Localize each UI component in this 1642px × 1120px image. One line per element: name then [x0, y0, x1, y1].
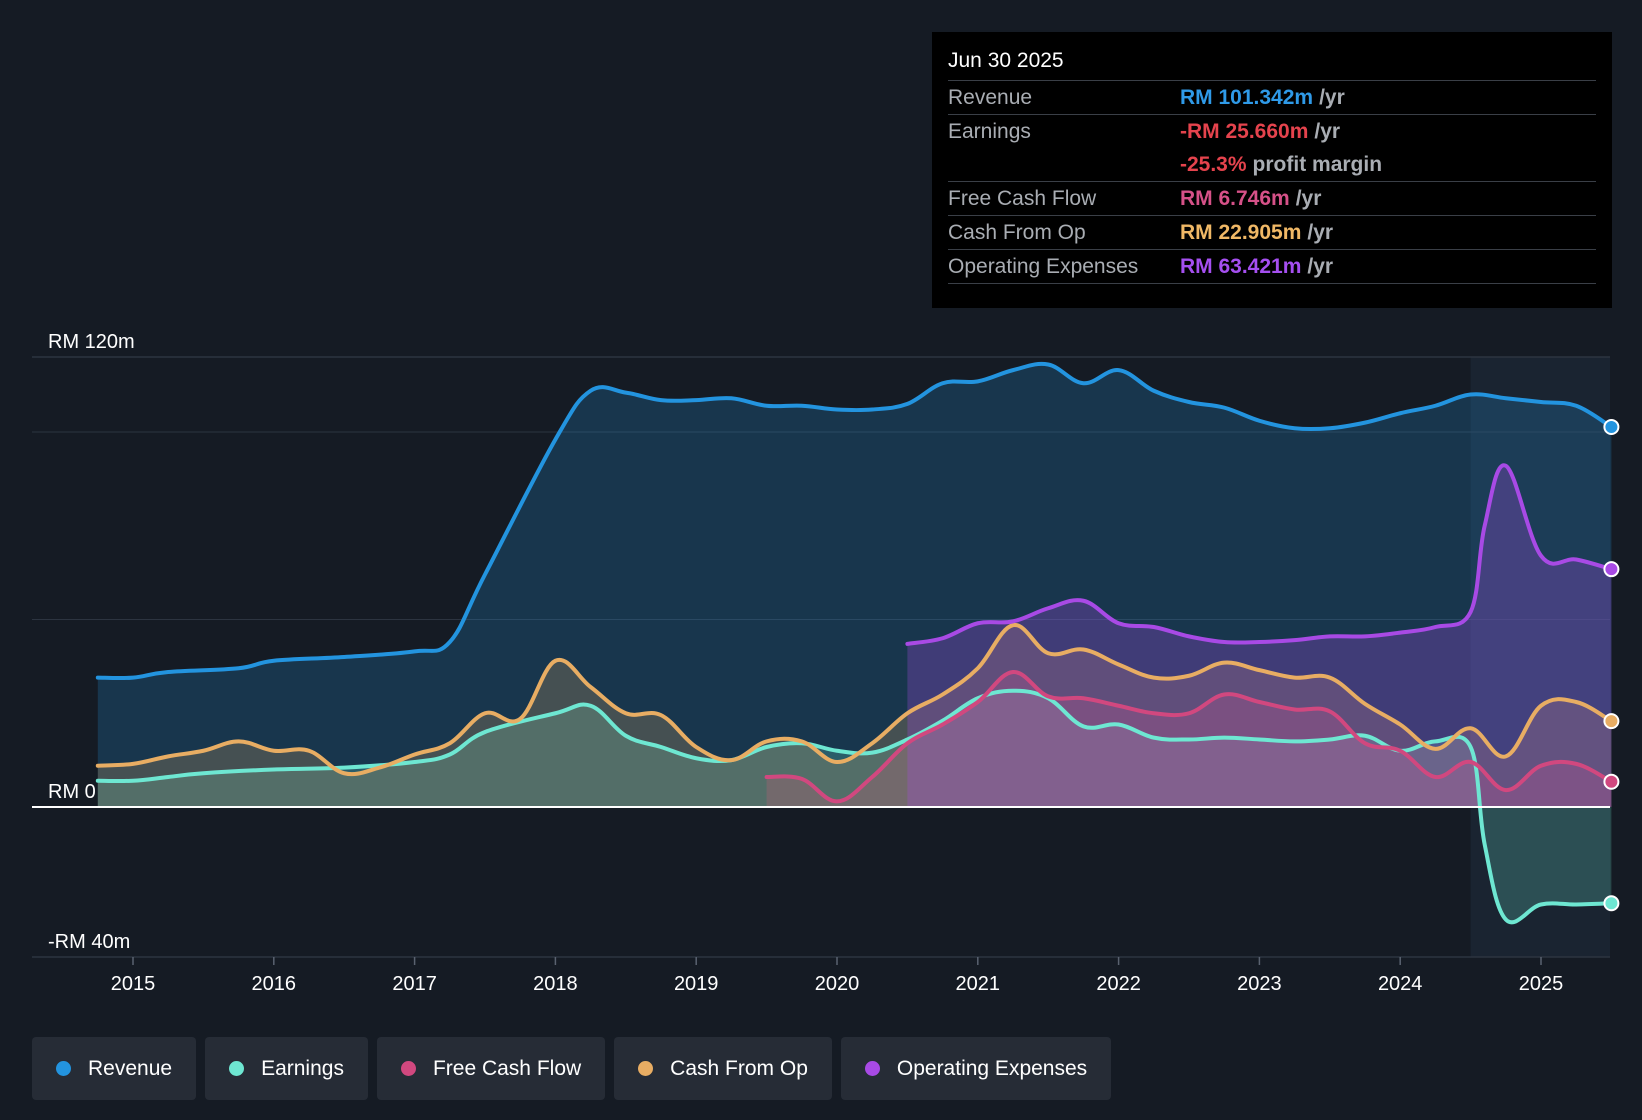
tooltip-row-margin: -25.3% profit margin [948, 148, 1596, 182]
legend-label: Operating Expenses [896, 1056, 1088, 1080]
tooltip-unit: profit margin [1252, 153, 1383, 176]
tooltip-label: Free Cash Flow [948, 187, 1097, 210]
tooltip-label: Operating Expenses [948, 255, 1139, 278]
y-tick-label: -RM 40m [48, 931, 130, 953]
tooltip-label: Revenue [948, 86, 1033, 109]
area-opex [907, 465, 1612, 807]
y-tick-label: RM 120m [48, 331, 135, 353]
tooltip-row-opex: Operating Expenses RM 63.421m /yr [948, 250, 1596, 284]
tooltip-row-revenue: Revenue RM 101.342m /yr [948, 81, 1596, 115]
tooltip-unit: /yr [1314, 120, 1341, 143]
tooltip-value: RM 22.905m [1180, 221, 1302, 244]
legend-dot-icon [400, 1061, 416, 1076]
tooltip-value: RM 63.421m [1180, 255, 1302, 278]
tooltip-unit: /yr [1295, 187, 1322, 210]
x-tick-label: 2017 [392, 973, 437, 995]
x-tick-label: 2020 [815, 973, 860, 995]
plot-background [1470, 357, 1610, 957]
end-marker-revenue [1603, 418, 1620, 435]
line-opex [905, 463, 1614, 646]
grid-lines [32, 356, 1610, 958]
line-fcf [764, 670, 1614, 804]
tooltip-label: Cash From Op [948, 221, 1086, 244]
x-tick-label: 2016 [252, 973, 297, 995]
tooltip-label: Earnings [948, 120, 1031, 143]
series-areas [97, 363, 1612, 923]
area-cfo [97, 624, 1612, 807]
tooltip-value: RM 6.746m [1180, 187, 1290, 210]
legend-label: Free Cash Flow [432, 1056, 582, 1080]
y-tick-label: RM 0 [48, 781, 96, 803]
legend-dot-icon [638, 1061, 654, 1076]
end-marker-opex [1603, 561, 1620, 578]
end-marker-cfo [1603, 713, 1620, 730]
end-marker-earnings [1603, 895, 1620, 912]
tooltip-value: RM 101.342m [1180, 86, 1314, 109]
line-revenue [95, 361, 1614, 681]
end-markers [1603, 418, 1620, 912]
x-tick-label: 2015 [111, 973, 156, 995]
legend-item-operating-expenses[interactable]: Operating Expenses [840, 1037, 1112, 1100]
tooltip-date: Jun 30 2025 [948, 46, 1596, 81]
tooltip-row-earnings: Earnings -RM 25.660m /yr [948, 115, 1596, 148]
end-marker-fcf [1603, 773, 1620, 790]
legend-dot-icon [56, 1061, 71, 1076]
x-axis-labels: 2015 2016 2017 2018 2019 2020 2021 2022 2023 2024… [111, 957, 1564, 995]
tooltip-row-cfo: Cash From Op RM 22.905m /yr [948, 216, 1596, 250]
x-tick-label: 2019 [674, 973, 719, 995]
legend-dot-icon [229, 1061, 245, 1076]
x-tick-label: 2021 [956, 973, 1001, 995]
legend-item-earnings[interactable]: Earnings [205, 1037, 368, 1100]
legend-label: Cash From Op [670, 1056, 808, 1080]
x-tick-label: 2022 [1096, 973, 1141, 995]
legend-label: Revenue [88, 1056, 173, 1080]
y-axis-labels: RM 120m RM 0 -RM 40m [48, 331, 135, 953]
tooltip: Jun 30 2025 Revenue RM 101.342m /yr Earn… [932, 32, 1612, 308]
legend-label: Earnings [261, 1056, 344, 1080]
legend: Revenue Earnings Free Cash Flow Cash Fro… [32, 1037, 1112, 1100]
legend-item-free-cash-flow[interactable]: Free Cash Flow [376, 1037, 606, 1100]
forecast-highlight [1470, 357, 1610, 957]
legend-item-revenue[interactable]: Revenue [32, 1037, 197, 1100]
x-tick-label: 2025 [1519, 973, 1564, 995]
series-lines [95, 361, 1614, 925]
tooltip-unit: /yr [1307, 221, 1334, 244]
tooltip-value: -25.3% [1180, 153, 1247, 176]
legend-dot-icon [864, 1061, 880, 1076]
line-cfo [95, 623, 1614, 777]
tooltip-unit: /yr [1319, 86, 1345, 109]
x-tick-label: 2018 [533, 973, 578, 995]
x-tick-label: 2023 [1237, 973, 1282, 995]
tooltip-unit: /yr [1307, 255, 1334, 278]
x-tick-label: 2024 [1378, 973, 1423, 995]
tooltip-row-fcf: Free Cash Flow RM 6.746m /yr [948, 182, 1596, 216]
tooltip-value: -RM 25.660m [1180, 120, 1309, 143]
legend-item-cash-from-op[interactable]: Cash From Op [614, 1037, 832, 1100]
